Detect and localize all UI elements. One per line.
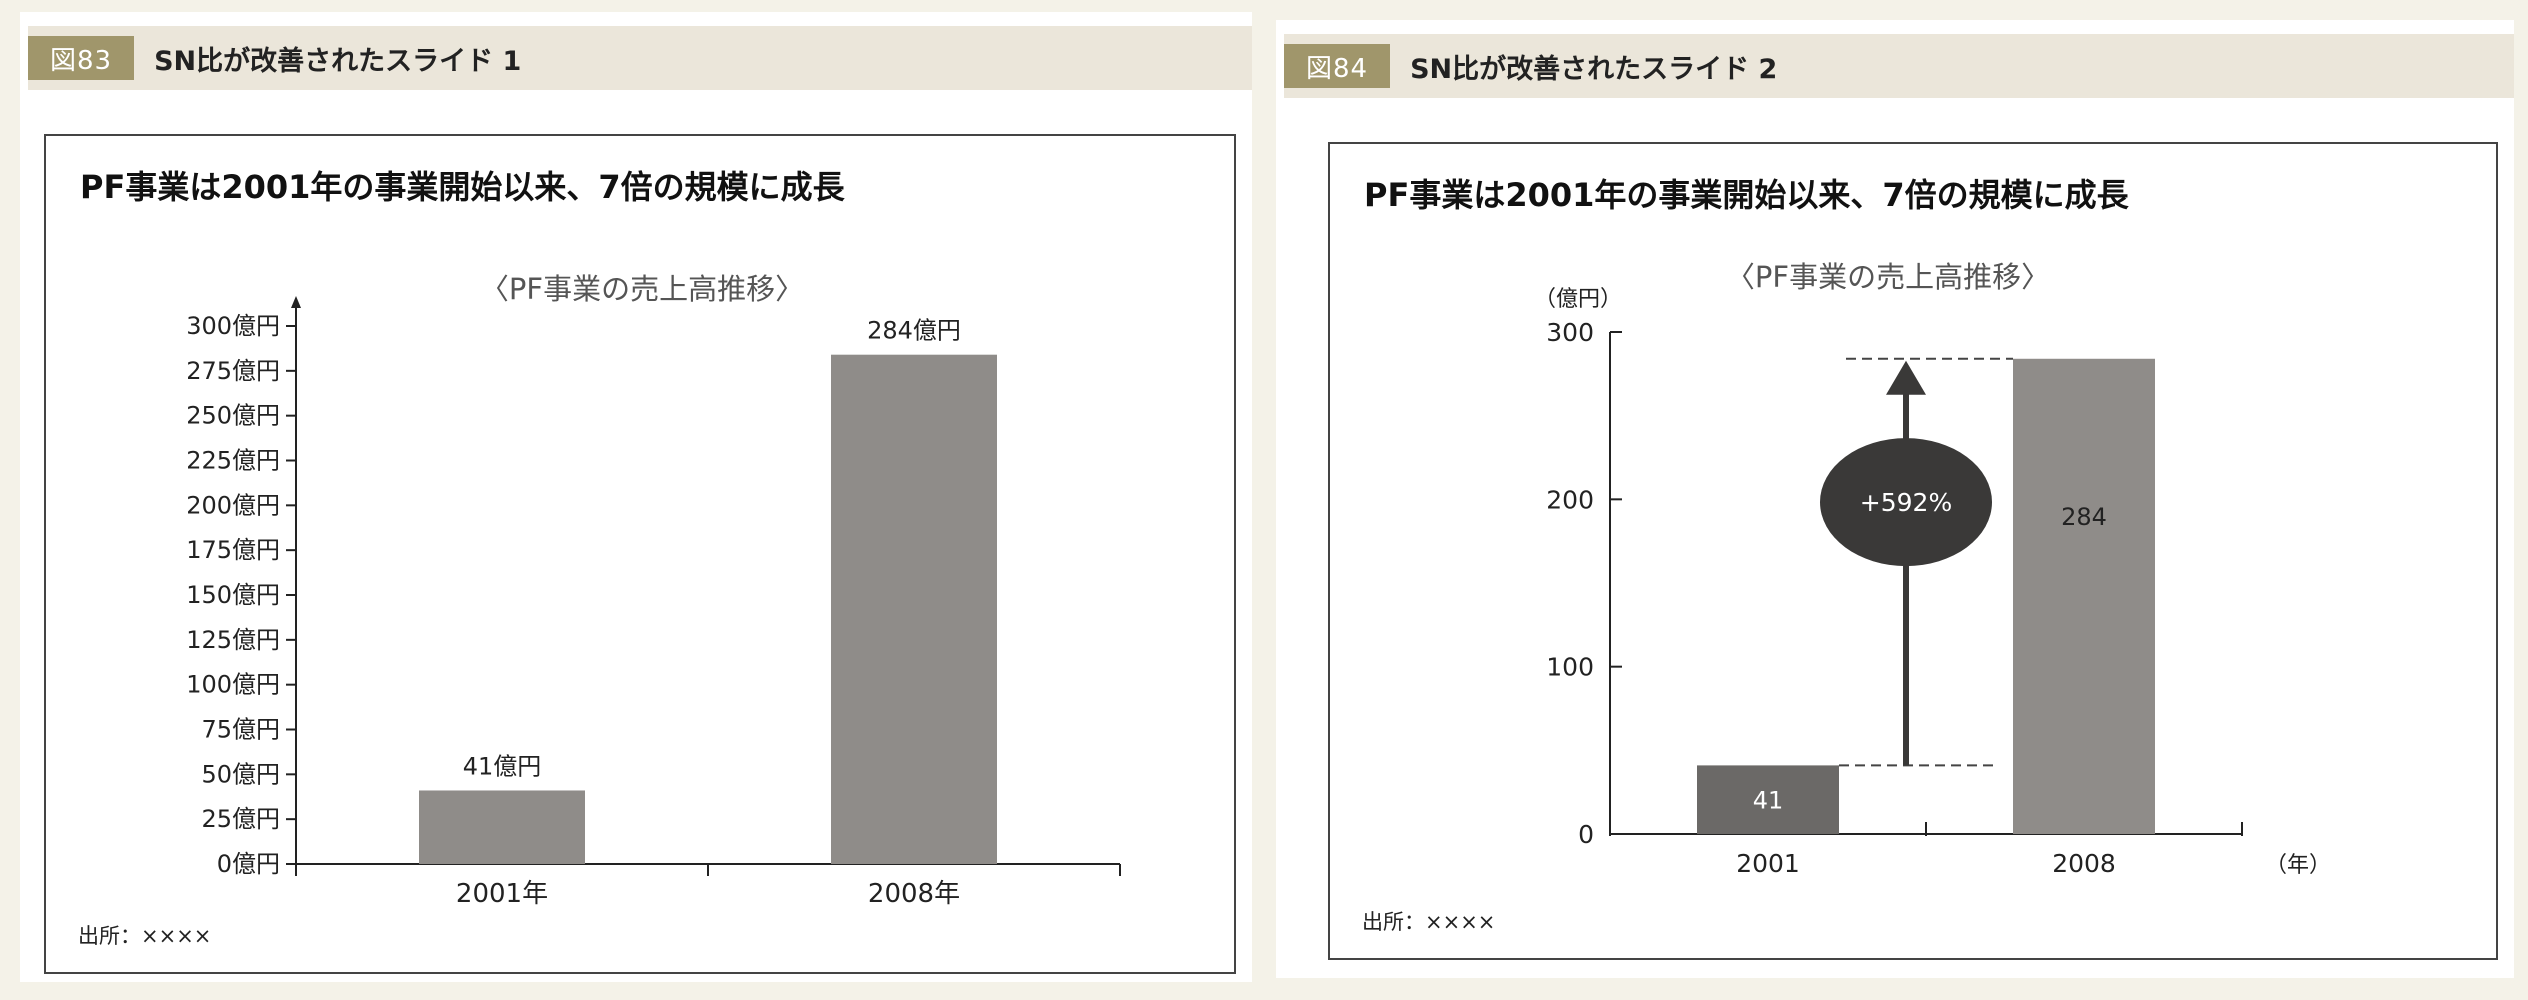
y-tick-label: 0: [1578, 820, 1594, 849]
y-axis-unit-label: （億円）: [1534, 287, 1622, 312]
growth-annotation-label: +592%: [1860, 488, 1952, 517]
figure-panel-83: 図83 SN比が改善されたスライド 1 PF事業は2001年の事業開始以来、7倍…: [20, 12, 1252, 982]
y-tick-label: 175億円: [186, 536, 280, 564]
figure-number-badge: 図83: [28, 36, 135, 80]
y-tick-label: 50億円: [201, 760, 280, 788]
slide-title: PF事業は2001年の事業開始以来、7倍の規模に成長: [80, 168, 845, 206]
growth-annotation-bubble: [1820, 438, 1992, 567]
figure-number-badge: 図84: [1284, 44, 1391, 88]
growth-arrowhead: [1886, 360, 1926, 395]
y-tick-label: 200: [1546, 485, 1594, 514]
source-note: 出所：××××: [1362, 910, 1496, 934]
data-label: 41: [1753, 787, 1784, 815]
y-tick-label: 150億円: [186, 581, 280, 609]
y-tick-label: 200億円: [186, 491, 280, 519]
x-tick-label: 2008年: [868, 879, 960, 909]
figure-title: SN比が改善されたスライド 1: [154, 45, 522, 77]
y-tick-label: 250億円: [186, 402, 280, 430]
x-tick-label: 2008: [2052, 849, 2116, 878]
data-label: 41億円: [463, 752, 542, 780]
y-axis-arrow: [291, 296, 301, 308]
y-tick-label: 225億円: [186, 447, 280, 475]
bar: [2013, 358, 2155, 834]
y-tick-label: 275億円: [186, 357, 280, 385]
y-tick-label: 0億円: [217, 850, 280, 878]
x-axis-unit-label: （年）: [2265, 853, 2331, 878]
chart-title: 〈PF事業の売上高推移〉: [1725, 260, 2051, 294]
data-label: 284: [2061, 503, 2107, 531]
source-note: 出所：××××: [78, 924, 212, 948]
y-tick-label: 300: [1546, 318, 1594, 347]
bar-chart-2: （億円） （年） 0 100 200 300 41 2001 284 2008 +592%: [1534, 287, 2331, 878]
figure-title: SN比が改善されたスライド 2: [1410, 53, 1778, 85]
figure-header: 図83 SN比が改善されたスライド 1: [28, 26, 1252, 90]
x-tick-label: 2001: [1736, 849, 1800, 878]
bar: [419, 790, 585, 864]
chart-title: 〈PF事業の売上高推移〉: [479, 272, 805, 306]
x-tick-label: 2001年: [456, 879, 548, 909]
bar: [831, 354, 997, 864]
figure-header: 図84 SN比が改善されたスライド 2: [1284, 34, 2514, 98]
y-tick-label: 100億円: [186, 671, 280, 699]
y-tick-label: 125億円: [186, 626, 280, 654]
y-tick-label: 75億円: [201, 716, 280, 744]
y-tick-label: 100: [1546, 653, 1594, 682]
y-tick-label: 300億円: [186, 312, 280, 340]
bar: [1697, 765, 1839, 834]
y-tick-label: 25億円: [201, 805, 280, 833]
figure-panel-84: 図84 SN比が改善されたスライド 2 PF事業は2001年の事業開始以来、7倍…: [1276, 20, 2514, 978]
data-label: 284億円: [867, 317, 961, 345]
slide-title: PF事業は2001年の事業開始以来、7倍の規模に成長: [1364, 176, 2129, 214]
slide-frame: PF事業は2001年の事業開始以来、7倍の規模に成長 〈PF事業の売上高推移〉 …: [1328, 142, 2498, 960]
slide-frame: PF事業は2001年の事業開始以来、7倍の規模に成長 〈PF事業の売上高推移〉 …: [44, 134, 1236, 974]
bar-chart-1: 0億円 25億円 50億円 75億円 100億円 125億円 150億円 175億円 200億円…: [186, 296, 1121, 909]
